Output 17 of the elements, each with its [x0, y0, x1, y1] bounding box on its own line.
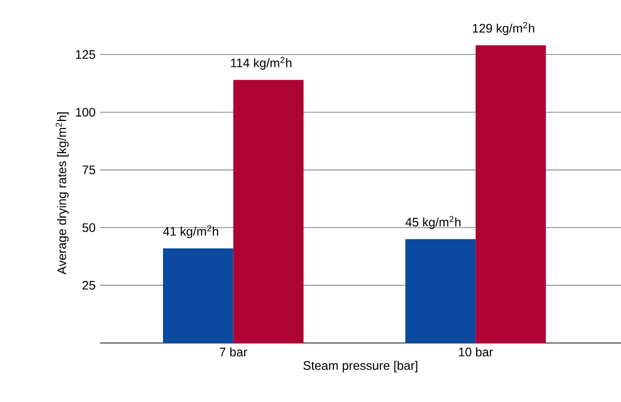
data-label: 129 kg/m$^{2}$h — [472, 22, 534, 36]
x-tick-label: 7 bar — [220, 347, 248, 356]
bar — [476, 45, 546, 343]
y-axis-title: Average drying rates [kg/m$^{2}$h] — [56, 112, 69, 274]
x-axis-title: Steam pressure [bar] — [303, 360, 418, 372]
bar — [405, 239, 476, 343]
x-tick-label: 10 bar — [459, 347, 493, 356]
y-tick-label: 50 — [82, 223, 96, 232]
data-label: 45 kg/m$^{2}$h — [405, 216, 460, 229]
y-tick-label: 25 — [82, 280, 96, 290]
y-tick-label: 100 — [76, 108, 96, 117]
bar — [163, 248, 234, 343]
data-label: 41 kg/m$^{2}$h — [163, 225, 218, 238]
bar — [233, 80, 304, 343]
y-tick-label: 75 — [82, 166, 96, 174]
data-label: 114 kg/m$^{2}$h — [231, 56, 292, 70]
y-tick-label: 125 — [76, 50, 96, 59]
